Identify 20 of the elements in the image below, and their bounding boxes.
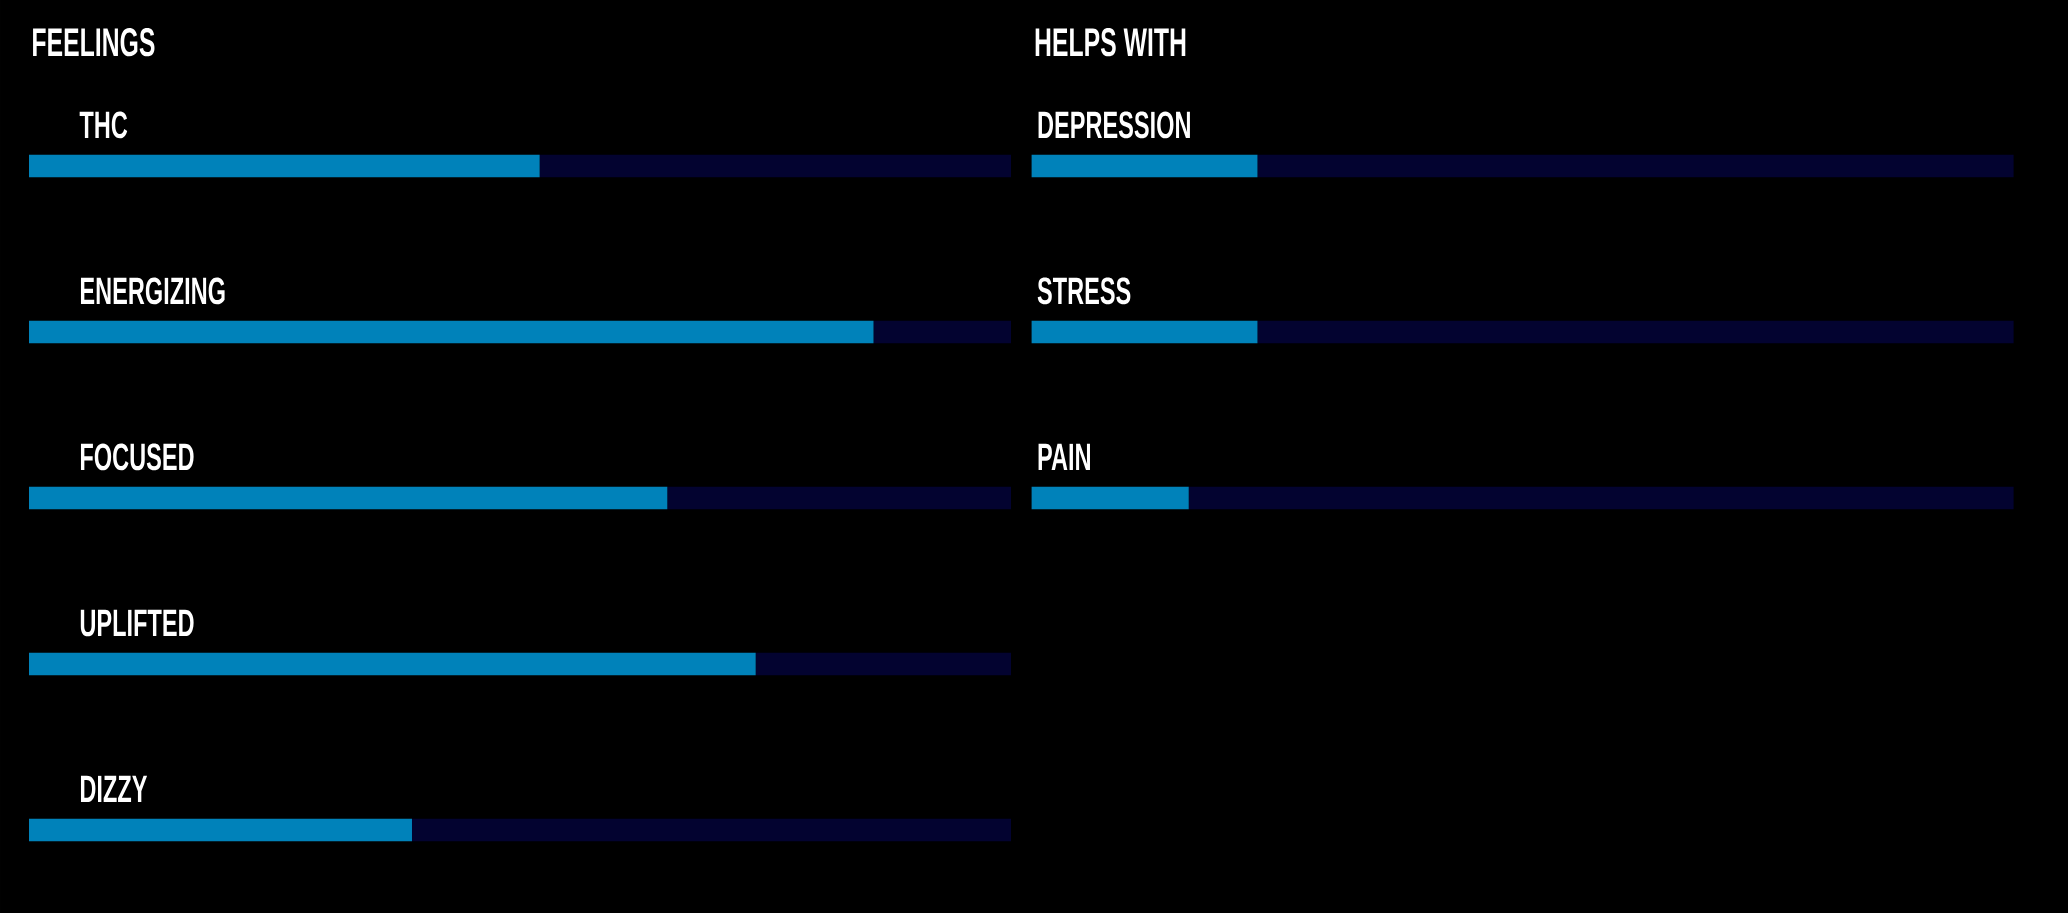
bar <box>29 320 874 344</box>
bar <box>873 320 1012 344</box>
bar <box>29 652 756 676</box>
bar <box>667 486 1012 510</box>
bar <box>29 486 668 510</box>
y-tick-label: THC <box>79 111 128 139</box>
bar <box>411 818 1012 842</box>
y-tick-label: DEPRESSION <box>1038 111 1190 139</box>
chart-title: HELPS WITH <box>1035 28 1186 57</box>
y-tick-label: PAIN <box>1038 443 1090 470</box>
bar <box>755 652 1012 676</box>
y-tick-label: DIZZY <box>80 775 148 802</box>
y-tick-label: FOCUSED <box>80 443 194 471</box>
chart-title: FEELINGS <box>33 28 155 57</box>
y-tick-label: UPLIFTED <box>80 609 194 637</box>
bar <box>29 818 412 842</box>
bar <box>29 154 540 178</box>
bar <box>539 154 1012 178</box>
y-tick-label: STRESS <box>1037 277 1131 305</box>
y-tick-label: ENERGIZING <box>80 277 225 305</box>
